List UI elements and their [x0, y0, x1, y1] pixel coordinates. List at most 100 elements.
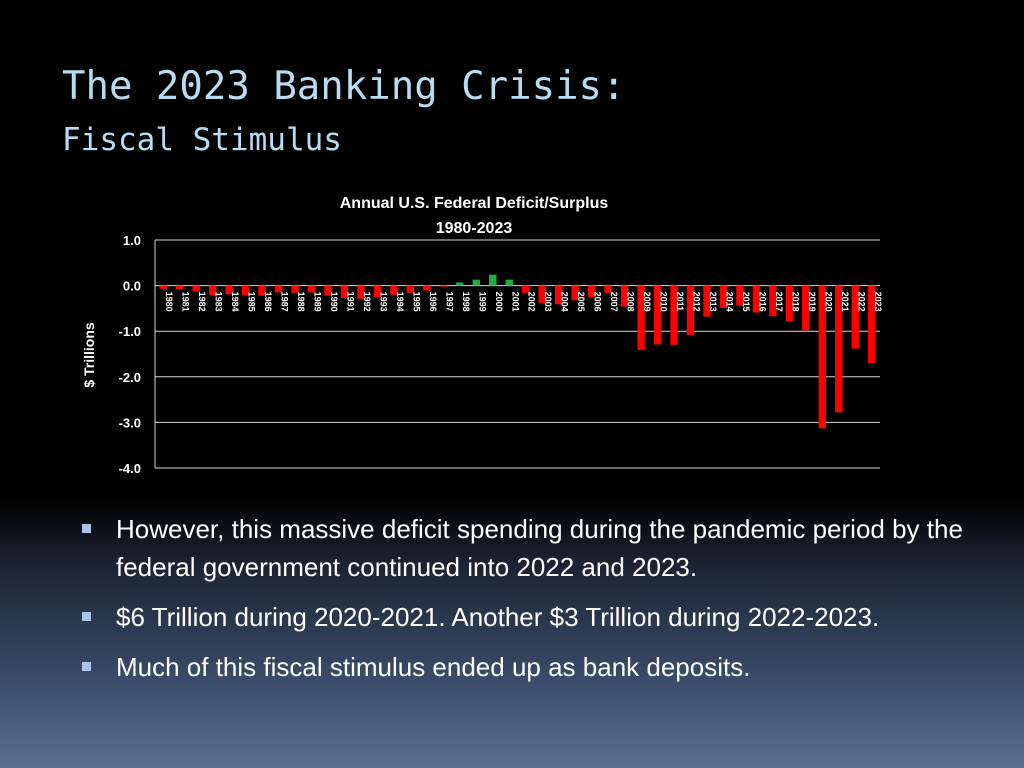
bar-1980 — [159, 285, 167, 289]
deficit-chart: Annual U.S. Federal Deficit/Surplus 1980… — [81, 195, 883, 469]
bar-1992 — [357, 285, 365, 299]
bar-1996 — [423, 285, 431, 291]
x-tick-label: 2017 — [774, 292, 784, 312]
bar-2019 — [802, 285, 810, 331]
x-tick-label: 2013 — [708, 292, 718, 312]
x-tick-label: 1997 — [444, 292, 454, 312]
bar-2020 — [818, 285, 827, 429]
x-tick-label: 2009 — [642, 292, 652, 312]
x-tick-label: 2014 — [724, 292, 734, 312]
bar-1985 — [241, 285, 250, 296]
x-tick-label: 2020 — [823, 292, 833, 312]
x-tick-label: 1990 — [329, 292, 339, 312]
x-tick-label: 2022 — [856, 292, 866, 312]
y-tick-label: -1.0 — [119, 324, 141, 339]
y-tick-label: -2.0 — [119, 370, 141, 385]
bullet-item: Much of this fiscal stimulus ended up as… — [78, 648, 978, 686]
bullet-text: Much of this fiscal stimulus ended up as… — [116, 652, 751, 682]
bar-2014 — [719, 285, 728, 308]
x-tick-label: 2004 — [560, 292, 570, 312]
bar-2001 — [505, 279, 513, 286]
slide-subtitle: Fiscal Stimulus — [62, 122, 342, 158]
x-tick-label: 2023 — [873, 292, 883, 312]
x-tick-label: 2008 — [626, 292, 636, 312]
bar-1994 — [390, 285, 398, 295]
bullet-text: However, this massive deficit spending d… — [116, 514, 963, 582]
y-tick-label: 0.0 — [123, 279, 141, 294]
bar-1999 — [472, 279, 481, 286]
x-tick-label: 1998 — [461, 292, 471, 312]
x-tick-label: 2001 — [510, 292, 520, 312]
x-tick-label: 2016 — [757, 292, 767, 312]
bar-1986 — [258, 285, 266, 296]
bar-1991 — [340, 285, 349, 298]
x-tick-label: 2003 — [543, 292, 553, 312]
bar-1989 — [307, 285, 316, 293]
bar-1987 — [274, 285, 283, 293]
x-tick-label: 1999 — [477, 292, 487, 312]
bullet-list: However, this massive deficit spending d… — [78, 510, 978, 698]
x-tick-label: 1981 — [181, 292, 191, 312]
square-bullet-icon — [82, 612, 91, 621]
bar-2015 — [736, 285, 744, 306]
bar-1988 — [291, 285, 299, 293]
x-tick-label: 1982 — [197, 292, 207, 312]
x-tick-label: 1980 — [164, 292, 174, 312]
bar-2006 — [587, 285, 596, 297]
x-tick-label: 1993 — [378, 292, 388, 312]
bar-1983 — [208, 285, 217, 296]
bar-2005 — [571, 285, 579, 301]
bar-2008 — [620, 285, 629, 307]
bar-1997 — [439, 285, 448, 287]
x-tick-label: 2005 — [576, 292, 586, 312]
bar-2013 — [703, 285, 711, 317]
square-bullet-icon — [82, 524, 91, 533]
x-tick-label: 2011 — [675, 292, 685, 312]
bar-2009 — [637, 285, 645, 350]
x-tick-label: 1996 — [428, 292, 438, 312]
bar-2021 — [835, 285, 843, 413]
bar-2016 — [752, 285, 761, 313]
x-tick-label: 1992 — [362, 292, 372, 312]
x-tick-label: 2012 — [692, 292, 702, 312]
bar-2017 — [769, 285, 777, 317]
y-tick-label: -3.0 — [119, 415, 141, 430]
x-tick-label: 2015 — [741, 292, 751, 312]
bullet-item: However, this massive deficit spending d… — [78, 510, 978, 586]
bar-2022 — [851, 285, 859, 349]
bar-2000 — [489, 274, 497, 286]
bullet-item: $6 Trillion during 2020-2021. Another $3… — [78, 598, 978, 636]
bar-2002 — [522, 285, 530, 293]
x-tick-label: 1986 — [263, 292, 273, 312]
bar-1998 — [456, 282, 464, 286]
x-tick-label: 1989 — [313, 292, 323, 312]
bar-2012 — [686, 285, 695, 335]
bar-2003 — [538, 285, 546, 303]
bar-2011 — [670, 285, 678, 345]
bar-1981 — [176, 285, 184, 290]
x-tick-label: 2018 — [790, 292, 800, 312]
x-tick-label: 1994 — [395, 292, 405, 312]
x-tick-label: 2006 — [593, 292, 603, 312]
x-tick-label: 2000 — [494, 292, 504, 312]
bar-2010 — [653, 285, 662, 345]
bar-2023 — [868, 285, 876, 364]
x-tick-label: 1983 — [214, 292, 224, 312]
x-tick-label: 2010 — [659, 292, 669, 312]
bar-2007 — [604, 285, 612, 293]
slide-title: The 2023 Banking Crisis: — [62, 64, 626, 109]
x-tick-label: 2021 — [840, 292, 850, 312]
y-axis-label: $ Trillions — [81, 322, 97, 388]
square-bullet-icon — [82, 662, 91, 671]
x-tick-label: 1987 — [280, 292, 290, 312]
bar-2004 — [554, 285, 563, 305]
chart-subtitle: 1980-2023 — [436, 220, 513, 237]
y-tick-label: 1.0 — [123, 233, 141, 248]
chart-title: Annual U.S. Federal Deficit/Surplus — [340, 195, 609, 212]
bullet-text: $6 Trillion during 2020-2021. Another $3… — [116, 602, 880, 632]
x-tick-label: 1984 — [230, 292, 240, 312]
bar-1993 — [373, 285, 382, 298]
bar-2018 — [785, 285, 794, 322]
x-tick-label: 1985 — [247, 292, 257, 312]
bar-1984 — [225, 285, 233, 295]
